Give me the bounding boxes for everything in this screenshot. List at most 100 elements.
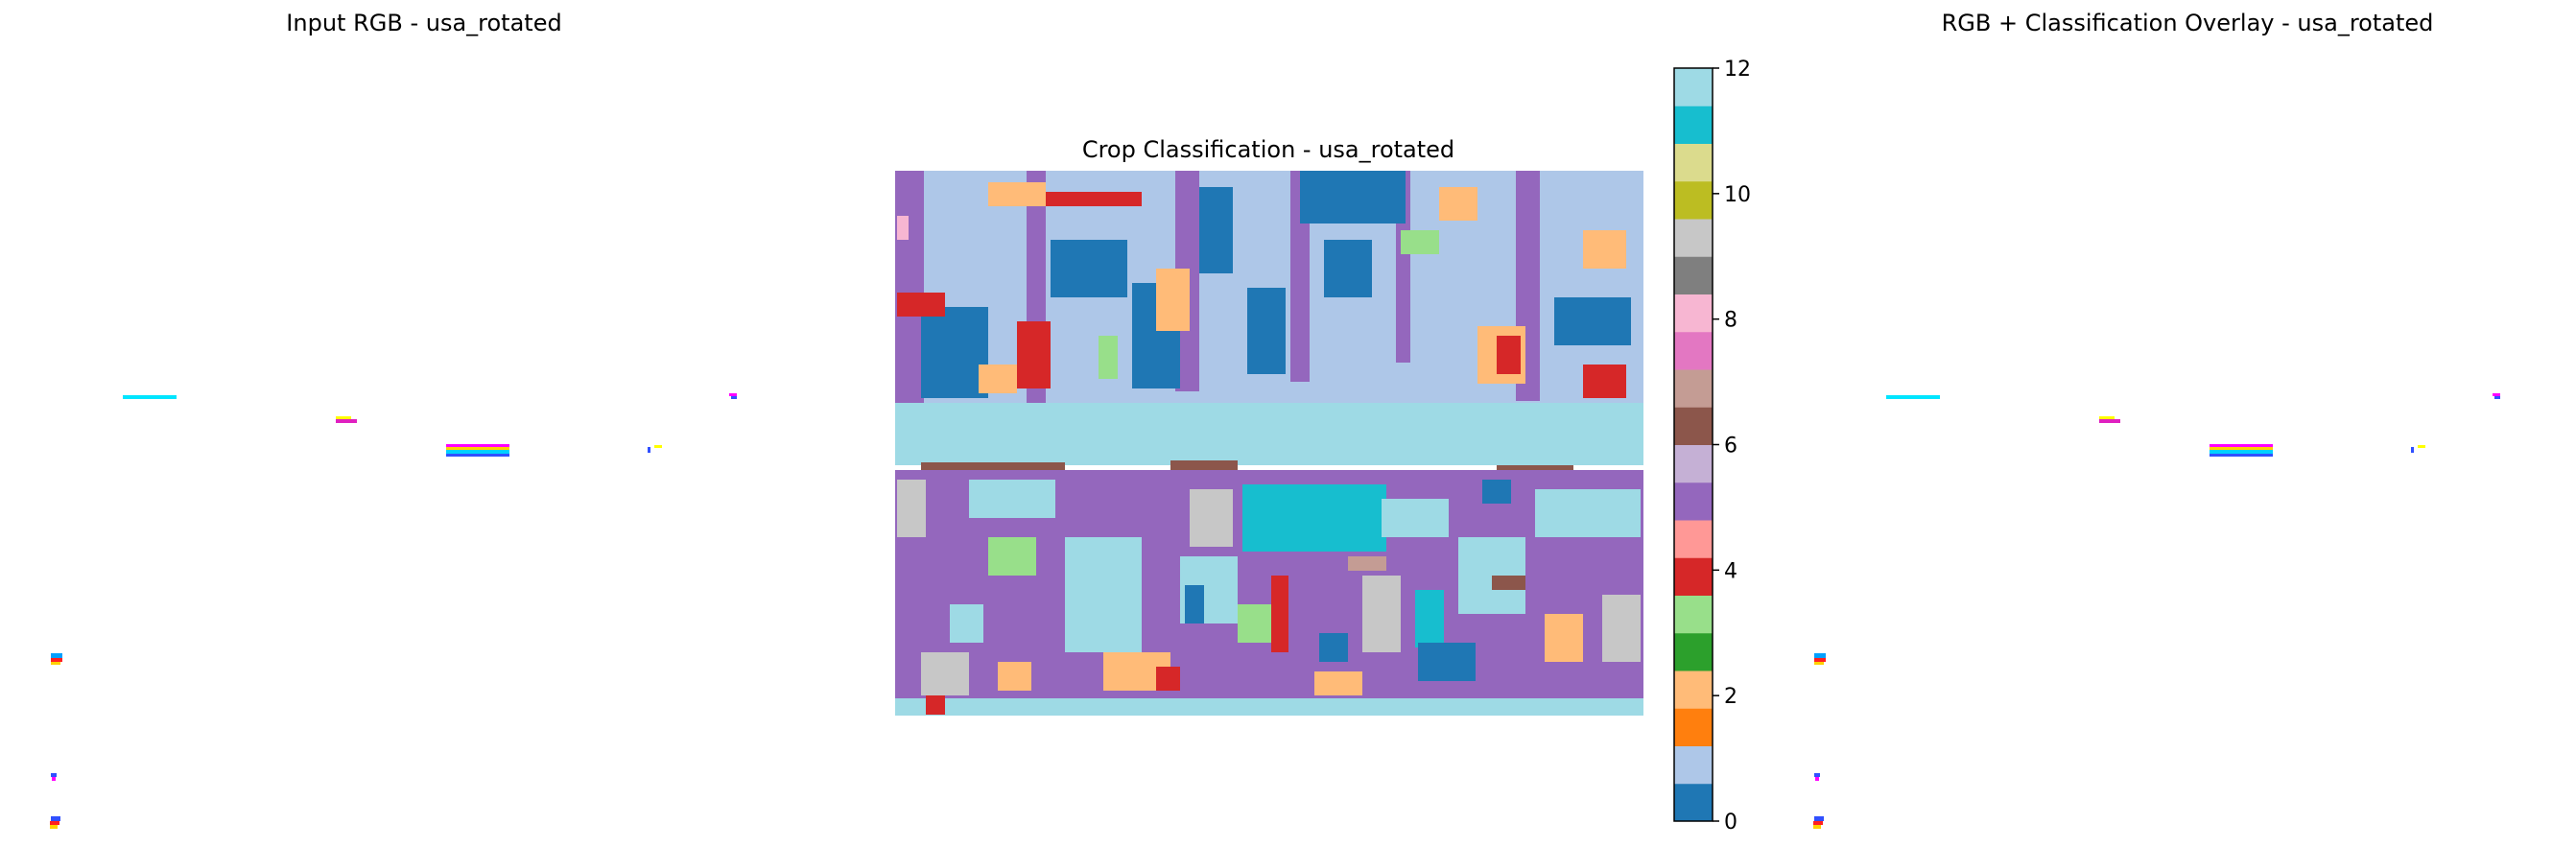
colorbar-segment [1674,444,1713,483]
pixel-mark [2099,416,2115,419]
pixel-mark [2494,396,2500,399]
pixel-mark [52,777,56,781]
input-rgb-title: Input RGB - usa_rotated [286,10,562,36]
pixel-mark [336,416,351,419]
colorbar-segment [1674,632,1713,671]
class-region [988,182,1046,206]
pixel-mark [654,445,662,448]
pixel-mark [51,658,62,662]
class-region [1242,484,1386,552]
pixel-mark [1814,662,1824,665]
colorbar-segment [1674,219,1713,257]
colorbar-segment [1674,482,1713,521]
pixel-mark [1814,653,1826,658]
pixel-mark [2210,444,2273,447]
class-region [926,695,945,715]
class-region [1051,240,1127,297]
colorbar-segment [1674,708,1713,746]
pixel-mark [1886,395,1940,399]
class-region [1314,671,1362,695]
colorbar-segment [1674,671,1713,709]
class-region [1583,365,1626,398]
class-region [1497,336,1521,374]
pixel-mark [446,444,509,447]
class-region [1439,187,1477,221]
pixel-mark [1813,825,1821,829]
class-region [1482,480,1511,504]
colorbar-ticks: 0 2 4 6 8 10 12 [1713,58,1751,835]
class-region [1554,297,1631,345]
class-region [897,480,926,537]
class-region [1319,633,1348,662]
class-region [921,462,1065,472]
class-region [988,537,1036,576]
pixel-mark [1814,658,1826,662]
colorbar-tick-label: 6 [1724,435,1737,459]
overlay-image [1813,393,2500,829]
pixel-mark [446,447,509,450]
colorbar-segment [1674,783,1713,822]
class-region [1170,460,1238,472]
class-region [1415,590,1444,647]
class-region [979,365,1017,393]
pixel-mark [1814,773,1820,777]
pixel-mark [2210,454,2273,457]
pixel-mark [336,419,357,423]
colorbar-segment [1674,143,1713,182]
colorbar-segment [1674,369,1713,408]
class-region [1199,187,1233,273]
pixel-mark [731,396,737,399]
pixel-mark [2493,393,2500,396]
class-region [1017,321,1051,388]
class-region [1324,240,1372,297]
class-region [1382,499,1449,537]
pixel-mark [2210,447,2273,450]
pixel-mark [1814,816,1824,821]
colorbar-segment [1674,68,1713,106]
pixel-mark [2411,447,2414,453]
class-region [895,698,1643,716]
colorbar-segment [1674,331,1713,370]
pixel-mark [2210,450,2273,454]
class-region [1602,595,1641,662]
class-region [969,480,1055,518]
class-region [1271,576,1288,652]
class-region [1545,614,1583,662]
colorbar-tick-label: 8 [1724,309,1737,333]
class-region [1535,489,1641,537]
pixel-mark [51,816,60,821]
pixel-mark [2418,445,2425,448]
class-region [950,604,983,643]
overlay-title: RGB + Classification Overlay - usa_rotat… [1941,10,2434,36]
class-region [1362,576,1401,652]
class-region [998,662,1031,691]
colorbar-tick-label: 10 [1724,183,1751,207]
class-region [1492,576,1525,590]
classification-map [895,171,1643,716]
pixel-mark [1815,777,1819,781]
colorbar-tick-label: 2 [1724,685,1737,709]
class-region [1418,643,1476,681]
colorbar-segment [1674,180,1713,220]
class-region [1583,230,1626,269]
class-region [1401,230,1439,254]
class-region [895,403,1643,465]
class-region [1156,667,1180,691]
class-region [921,652,969,695]
class-region [1185,585,1204,623]
colorbar-tick-label: 4 [1724,559,1737,583]
colorbar-segment [1674,256,1713,294]
classification-title: Crop Classification - usa_rotated [1081,136,1455,163]
pixel-mark [2099,419,2120,423]
class-region [895,171,924,403]
colorbar-tick-label: 12 [1724,58,1751,82]
pixel-mark [648,447,650,453]
colorbar-segment [1674,294,1713,333]
pixel-mark [51,662,60,665]
pixel-mark [729,393,737,396]
class-region [1348,556,1386,571]
class-region [1190,489,1233,547]
class-region [1300,171,1406,224]
class-region [1247,288,1286,374]
